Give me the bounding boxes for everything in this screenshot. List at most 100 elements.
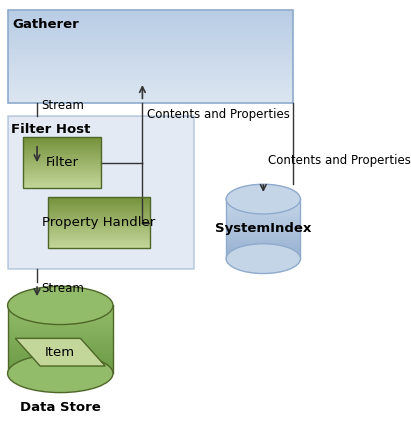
Bar — [48, 214, 150, 215]
Bar — [7, 88, 293, 89]
Bar — [48, 206, 150, 207]
Bar — [226, 239, 300, 240]
Bar — [226, 237, 300, 238]
Bar — [7, 68, 293, 69]
Bar — [48, 198, 150, 199]
Bar — [23, 179, 101, 180]
Bar — [23, 168, 101, 169]
Text: Contents and Properties: Contents and Properties — [268, 154, 411, 167]
Bar — [226, 227, 300, 228]
Bar — [48, 227, 150, 228]
Bar — [226, 218, 300, 219]
Bar — [23, 176, 101, 177]
Bar — [226, 252, 300, 253]
Bar — [23, 182, 101, 183]
Bar — [7, 116, 194, 269]
Bar — [48, 212, 150, 213]
Bar — [48, 239, 150, 240]
Bar — [48, 223, 150, 224]
Bar — [7, 36, 293, 38]
Bar — [23, 158, 101, 159]
Bar — [226, 234, 300, 235]
Bar — [48, 238, 150, 239]
Bar — [7, 69, 293, 71]
Bar — [48, 199, 150, 200]
Bar — [7, 102, 293, 104]
Bar — [48, 226, 150, 227]
Bar — [7, 74, 293, 75]
Bar — [226, 233, 300, 234]
Bar — [7, 41, 293, 43]
Bar — [7, 55, 293, 56]
Text: Property Handler: Property Handler — [42, 216, 156, 229]
Bar — [7, 329, 113, 330]
Bar — [7, 100, 293, 102]
Bar — [226, 240, 300, 241]
Bar — [7, 335, 113, 336]
Bar — [48, 236, 150, 237]
Bar — [226, 207, 300, 208]
Bar — [7, 21, 293, 22]
Bar — [48, 247, 150, 248]
Bar — [23, 177, 101, 178]
Bar — [23, 162, 101, 163]
Bar — [7, 342, 113, 343]
Bar — [7, 368, 113, 369]
Bar — [7, 339, 113, 341]
Bar — [226, 254, 300, 255]
Bar — [7, 306, 113, 308]
Bar — [23, 151, 101, 152]
Bar — [7, 313, 113, 315]
Bar — [48, 210, 150, 211]
Bar — [7, 46, 293, 48]
Bar — [48, 229, 150, 230]
Bar — [7, 341, 113, 342]
Bar — [226, 204, 300, 205]
Bar — [48, 241, 150, 242]
Bar — [23, 187, 101, 188]
Bar — [48, 200, 150, 201]
Bar — [7, 318, 113, 319]
Bar — [23, 171, 101, 172]
Bar — [226, 242, 300, 243]
Bar — [226, 225, 300, 226]
Bar — [226, 226, 300, 227]
Bar — [23, 161, 101, 162]
Bar — [23, 172, 101, 173]
Bar — [226, 201, 300, 202]
Bar — [7, 350, 113, 351]
Bar — [7, 94, 293, 95]
Bar — [7, 369, 113, 370]
Bar — [48, 233, 150, 234]
Bar — [48, 197, 150, 248]
Bar — [48, 224, 150, 225]
Bar — [48, 240, 150, 241]
Bar — [7, 354, 113, 355]
Bar — [23, 174, 101, 175]
Bar — [7, 351, 113, 352]
Bar — [48, 242, 150, 243]
Bar — [48, 222, 150, 223]
Bar — [7, 91, 293, 92]
Bar — [23, 170, 101, 171]
Bar — [7, 32, 293, 33]
Bar — [48, 204, 150, 205]
Bar — [7, 26, 293, 27]
Bar — [226, 211, 300, 212]
Bar — [7, 83, 293, 85]
Text: SystemIndex: SystemIndex — [215, 223, 312, 235]
Bar — [226, 232, 300, 233]
Text: Contents and Properties: Contents and Properties — [147, 107, 290, 121]
Bar — [7, 315, 113, 317]
Bar — [226, 208, 300, 209]
Text: Filter Host: Filter Host — [12, 122, 91, 136]
Bar — [226, 247, 300, 248]
Bar — [226, 224, 300, 225]
Bar — [48, 235, 150, 236]
Bar — [23, 164, 101, 165]
Bar — [7, 15, 293, 16]
Bar — [226, 222, 300, 223]
Bar — [48, 197, 150, 198]
Bar — [226, 215, 300, 216]
Bar — [7, 343, 113, 344]
